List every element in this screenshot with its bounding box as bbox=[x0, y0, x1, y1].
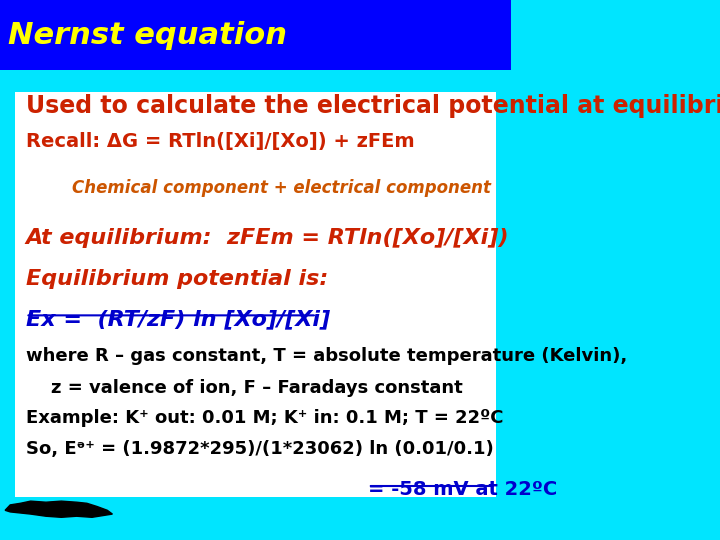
Text: Used to calculate the electrical potential at equilibrium: Used to calculate the electrical potenti… bbox=[25, 94, 720, 118]
Text: Equilibrium potential is:: Equilibrium potential is: bbox=[25, 269, 328, 289]
Text: Nernst equation: Nernst equation bbox=[8, 21, 287, 50]
Polygon shape bbox=[5, 501, 112, 517]
Text: Ex =  (RT/zF) ln [Xo]/[Xi]: Ex = (RT/zF) ln [Xo]/[Xi] bbox=[25, 309, 330, 329]
FancyBboxPatch shape bbox=[15, 92, 495, 497]
Text: So, Eᵊ⁺ = (1.9872*295)/(1*23062) ln (0.01/0.1): So, Eᵊ⁺ = (1.9872*295)/(1*23062) ln (0.0… bbox=[25, 440, 493, 457]
Text: where R – gas constant, T = absolute temperature (Kelvin),: where R – gas constant, T = absolute tem… bbox=[25, 347, 627, 364]
Text: Recall: ΔG = RTln([Xi]/[Xo]) + zFEm: Recall: ΔG = RTln([Xi]/[Xo]) + zFEm bbox=[25, 132, 414, 151]
Text: z = valence of ion, F – Faradays constant: z = valence of ion, F – Faradays constan… bbox=[25, 379, 462, 397]
Text: Chemical component + electrical component: Chemical component + electrical componen… bbox=[71, 179, 490, 197]
FancyBboxPatch shape bbox=[0, 0, 511, 70]
Text: Example: K⁺ out: 0.01 M; K⁺ in: 0.1 M; T = 22ºC: Example: K⁺ out: 0.01 M; K⁺ in: 0.1 M; T… bbox=[25, 409, 503, 427]
Text: At equilibrium:  zFEm = RTln([Xo]/[Xi]): At equilibrium: zFEm = RTln([Xo]/[Xi]) bbox=[25, 228, 509, 248]
Text: = -58 mV at 22ºC: = -58 mV at 22ºC bbox=[368, 480, 557, 498]
